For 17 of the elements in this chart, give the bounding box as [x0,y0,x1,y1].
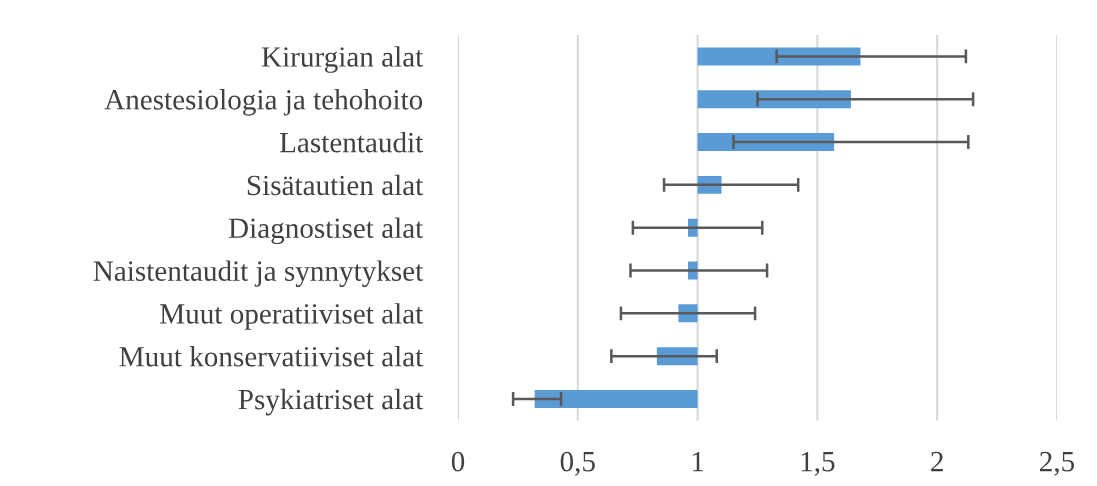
y-tick-label: Diagnostiset alat [228,217,424,245]
y-tick-label: Muut operatiiviset alat [160,303,424,330]
y-tick-label: Anestesiologia ja tehohoito [104,89,423,116]
bar [697,90,851,109]
y-tick-label: Psykiatriset alat [238,388,424,416]
x-tick-label: 2 [931,451,943,472]
x-tick-label: 2,5 [1040,451,1075,476]
y-tick-label: Naistentaudit ja synnytykset [93,260,424,287]
y-tick-label: Muut konservatiiviset alat [119,346,424,367]
x-tick-label: 0,5 [560,451,595,476]
x-tick-label: 0 [451,451,465,472]
y-tick-label: Sisätautien alat [247,174,424,196]
x-tick-label: 1,5 [801,451,835,476]
y-tick-label: Kirurgian alat [261,46,424,73]
y-tick-label: Lastentaudit [279,131,424,153]
bar [534,389,698,408]
x-tick-label: 1 [692,451,704,472]
